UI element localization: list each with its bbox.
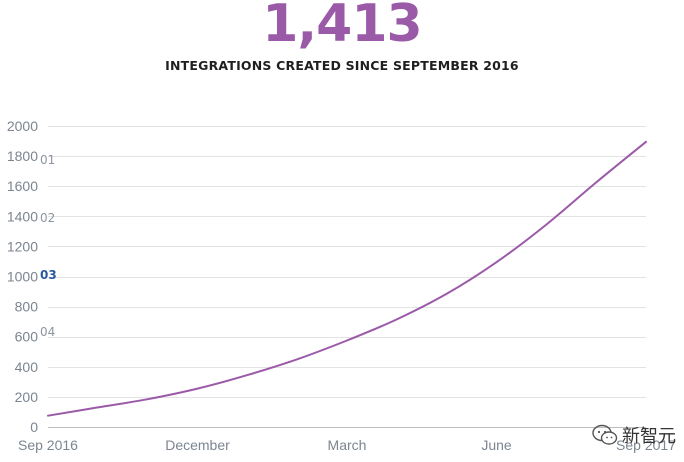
series-layer: [47, 140, 647, 417]
y-tick-label: 800: [15, 299, 39, 315]
side-tab-03[interactable]: 03: [40, 268, 57, 282]
total-integrations-number: 1,413: [262, 0, 422, 54]
y-tick-label: 1600: [7, 178, 38, 194]
y-tick-label: 200: [15, 389, 39, 405]
side-tab-01[interactable]: 01: [40, 153, 55, 167]
axes: 0 200 400 600 800 1000 1200 1400 1600 1800 2000 Sep…: [7, 118, 676, 453]
headline-subtitle: INTEGRATIONS CREATED SINCE SEPTEMBER 201…: [165, 58, 519, 73]
x-tick-label: Sep 2017: [616, 437, 676, 453]
y-tick-label: 600: [15, 329, 39, 345]
series-line: [47, 140, 647, 417]
y-tick-label: 0: [30, 419, 38, 435]
x-tick-label: Sep 2016: [18, 437, 78, 453]
side-tab-02[interactable]: 02: [40, 211, 55, 225]
side-tab-04[interactable]: 04: [40, 325, 55, 339]
x-tick-label: June: [481, 437, 512, 453]
y-tick-label: 400: [15, 359, 39, 375]
y-tick-label: 1400: [7, 208, 38, 224]
watermark: 新智元: [592, 422, 676, 448]
grid-lines: [48, 126, 646, 398]
x-tick-label: December: [165, 437, 230, 453]
y-tick-label: 2000: [7, 118, 38, 134]
wechat-icon: [592, 424, 618, 445]
x-tick-label: March: [328, 437, 367, 453]
y-tick-label: 1000: [7, 269, 38, 285]
y-tick-label: 1800: [7, 148, 38, 164]
side-tabs: 01 02 03 04: [40, 153, 57, 339]
watermark-text: 新智元: [622, 426, 676, 447]
y-tick-label: 1200: [7, 238, 38, 254]
